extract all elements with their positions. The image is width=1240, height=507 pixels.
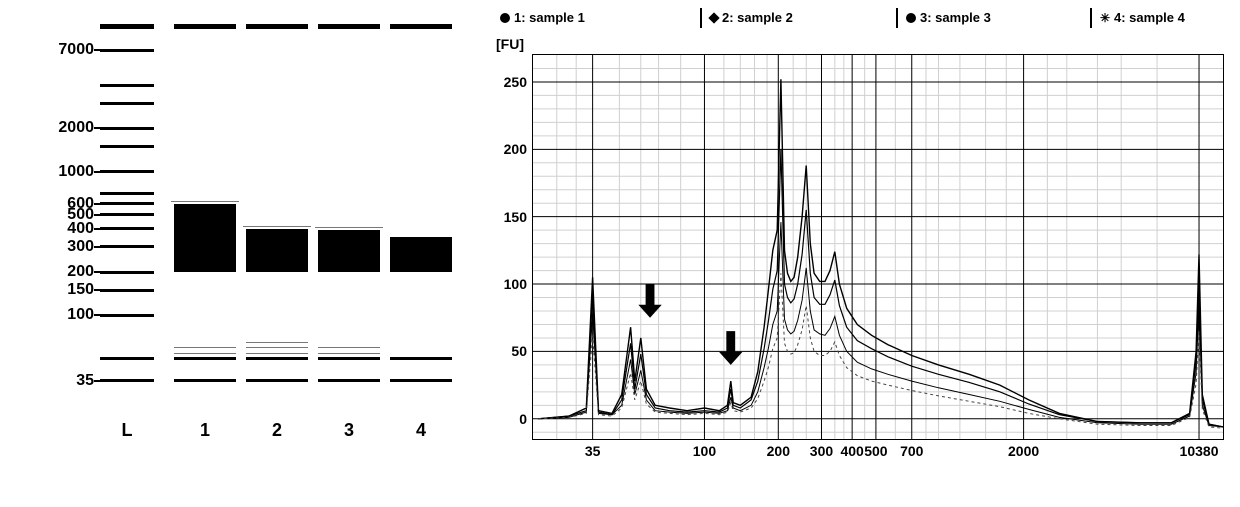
gel-panel: 70002000100060050040030020015010035L1234 — [30, 22, 460, 462]
ladder-band — [100, 271, 154, 274]
legend-separator — [1090, 8, 1092, 28]
y-tick-label: 100 — [504, 276, 533, 292]
lane-smear — [246, 229, 308, 272]
lane-band — [246, 379, 308, 382]
lane-label: 1 — [200, 402, 210, 441]
lane-thin-band — [318, 353, 380, 354]
lane-band — [318, 24, 380, 29]
chart-plot-area: [bp] 05010015020025035100200300400500700… — [532, 54, 1224, 440]
x-tick-label: 2000 — [1008, 439, 1039, 459]
legend-separator — [896, 8, 898, 28]
ladder-band — [100, 49, 154, 52]
lane-band — [390, 24, 452, 29]
ladder-band — [100, 102, 154, 105]
legend-label: 3: sample 3 — [920, 10, 991, 25]
lane-region-marker — [315, 227, 383, 228]
legend-label: 4: sample 4 — [1114, 10, 1185, 25]
lane-thin-band — [174, 347, 236, 348]
legend-item: 1: sample 1 — [500, 10, 585, 25]
x-tick-label: 500 — [864, 439, 887, 459]
ladder-band — [100, 213, 154, 216]
lane-thin-band — [174, 353, 236, 354]
lane-band — [390, 379, 452, 382]
x-tick-label: 400 — [840, 439, 863, 459]
y-tick-label: 150 — [504, 209, 533, 225]
lane-region-marker — [171, 201, 239, 202]
lane-band — [246, 357, 308, 360]
x-tick-label: 35 — [585, 439, 601, 459]
ladder-band — [100, 202, 154, 205]
lane-band — [174, 379, 236, 382]
chart-svg — [533, 55, 1223, 439]
y-tick-label: 50 — [511, 343, 533, 359]
ladder-band — [100, 245, 154, 248]
y-tick-label: 0 — [519, 411, 533, 427]
x-tick-label: 10380 — [1180, 439, 1219, 459]
lane-label: 3 — [344, 402, 354, 441]
chart-legend: 1: sample 1 2: sample 2 3: sample 3 ✳ 4: sam… — [496, 10, 1240, 34]
ladder-band — [100, 227, 154, 230]
lane-smear — [390, 237, 452, 272]
lane-smear — [174, 204, 236, 273]
lane-band — [318, 379, 380, 382]
lane-band — [246, 24, 308, 29]
ladder-band — [100, 314, 154, 317]
ladder-band — [100, 127, 154, 130]
y-axis-label: [FU] — [496, 36, 524, 52]
legend-separator — [700, 8, 702, 28]
ladder-band — [100, 170, 154, 173]
ladder-band — [100, 24, 154, 29]
lane-band — [174, 24, 236, 29]
ladder-band — [100, 379, 154, 382]
legend-symbol-icon — [906, 13, 916, 23]
ladder-band — [100, 357, 154, 360]
x-tick-label: 700 — [900, 439, 923, 459]
lane-label: 4 — [416, 402, 426, 441]
lane-band — [390, 357, 452, 360]
lane-thin-band — [318, 347, 380, 348]
ladder-band — [100, 145, 154, 148]
x-tick-label: 200 — [767, 439, 790, 459]
lane-band — [174, 357, 236, 360]
legend-label: 2: sample 2 — [722, 10, 793, 25]
annotation-arrow — [719, 331, 742, 365]
lane-thin-band — [246, 342, 308, 343]
lane-smear — [318, 230, 380, 272]
lane-label-ladder: L — [122, 402, 133, 441]
x-tick-label: 100 — [693, 439, 716, 459]
lane-label: 2 — [272, 402, 282, 441]
legend-label: 1: sample 1 — [514, 10, 585, 25]
x-tick-label: 300 — [810, 439, 833, 459]
legend-symbol-icon: ✳ — [1100, 13, 1110, 23]
ladder-band — [100, 289, 154, 292]
gel-plot-area: 70002000100060050040030020015010035L1234 — [100, 22, 460, 402]
y-tick-label: 200 — [504, 141, 533, 157]
ladder-band — [100, 192, 154, 195]
legend-symbol-icon — [500, 13, 510, 23]
legend-symbol-icon — [708, 12, 719, 23]
lane-region-marker — [243, 226, 311, 227]
lane-thin-band — [246, 353, 308, 354]
lane-band — [318, 357, 380, 360]
lane-thin-band — [246, 347, 308, 348]
electropherogram-panel: 1: sample 1 2: sample 2 3: sample 3 ✳ 4: sam… — [490, 10, 1235, 500]
legend-item: 2: sample 2 — [710, 10, 793, 25]
legend-item: ✳ 4: sample 4 — [1100, 10, 1185, 25]
legend-item: 3: sample 3 — [906, 10, 991, 25]
ladder-band — [100, 84, 154, 87]
y-tick-label: 250 — [504, 74, 533, 90]
